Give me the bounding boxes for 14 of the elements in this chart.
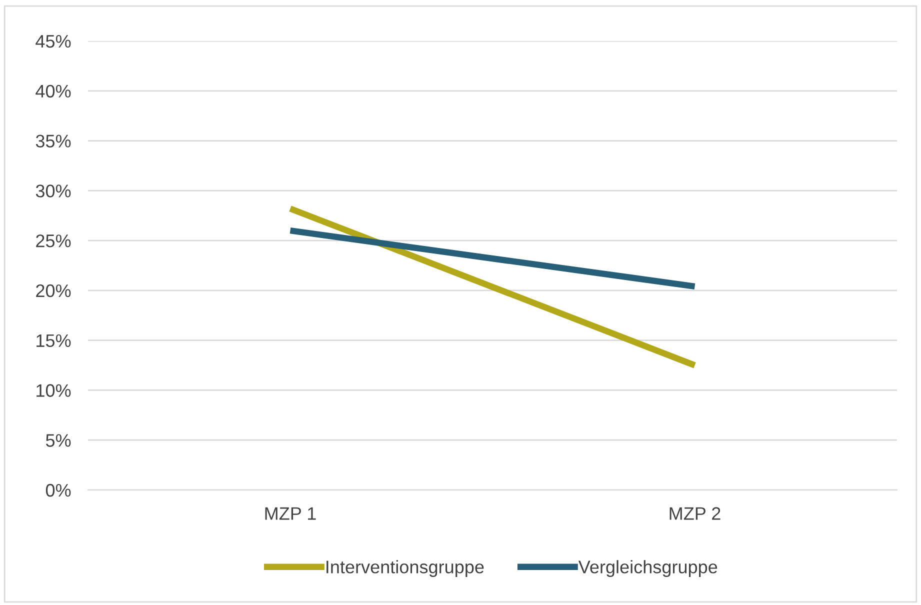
y-tick-label: 25%: [36, 234, 71, 248]
y-tick-label: 40%: [36, 84, 71, 98]
y-tick-label: 45%: [36, 35, 71, 48]
x-tick-label: MZP 1: [265, 507, 316, 520]
y-tick-label: 20%: [36, 284, 71, 298]
y-tick-label: 15%: [36, 334, 71, 348]
y-tick-label: 10%: [36, 384, 71, 397]
y-tick-label: 35%: [36, 134, 71, 148]
y-tick-label: 0%: [46, 484, 71, 497]
x-tick-label: MZP 2: [670, 507, 720, 520]
legend-label: Interventionsgruppe: [326, 560, 484, 577]
legend-label: Vergleichsgruppe: [578, 560, 718, 577]
y-tick-label: 30%: [36, 184, 71, 198]
y-tick-label: 5%: [46, 434, 71, 447]
